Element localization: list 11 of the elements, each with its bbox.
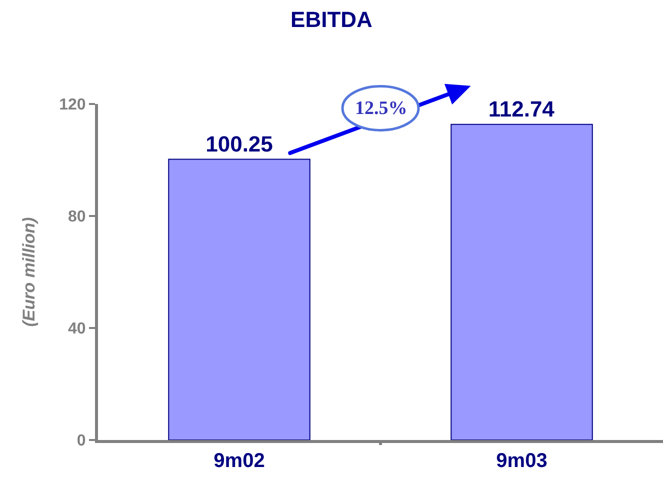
y-axis-title: (Euro million) bbox=[20, 216, 39, 327]
y-tick-label: 40 bbox=[68, 320, 86, 338]
y-tick-label: 80 bbox=[68, 208, 86, 226]
y-tick-label: 0 bbox=[76, 432, 86, 450]
y-tick-label: 120 bbox=[59, 96, 86, 114]
x-tick-label: 9m03 bbox=[496, 450, 548, 472]
data-label: 112.74 bbox=[488, 96, 556, 122]
data-label: 100.25 bbox=[206, 131, 273, 156]
chart-title: EBITDA bbox=[290, 7, 373, 32]
x-tick-label: 9m02 bbox=[214, 450, 265, 472]
annotation: 12.5% bbox=[355, 98, 408, 119]
